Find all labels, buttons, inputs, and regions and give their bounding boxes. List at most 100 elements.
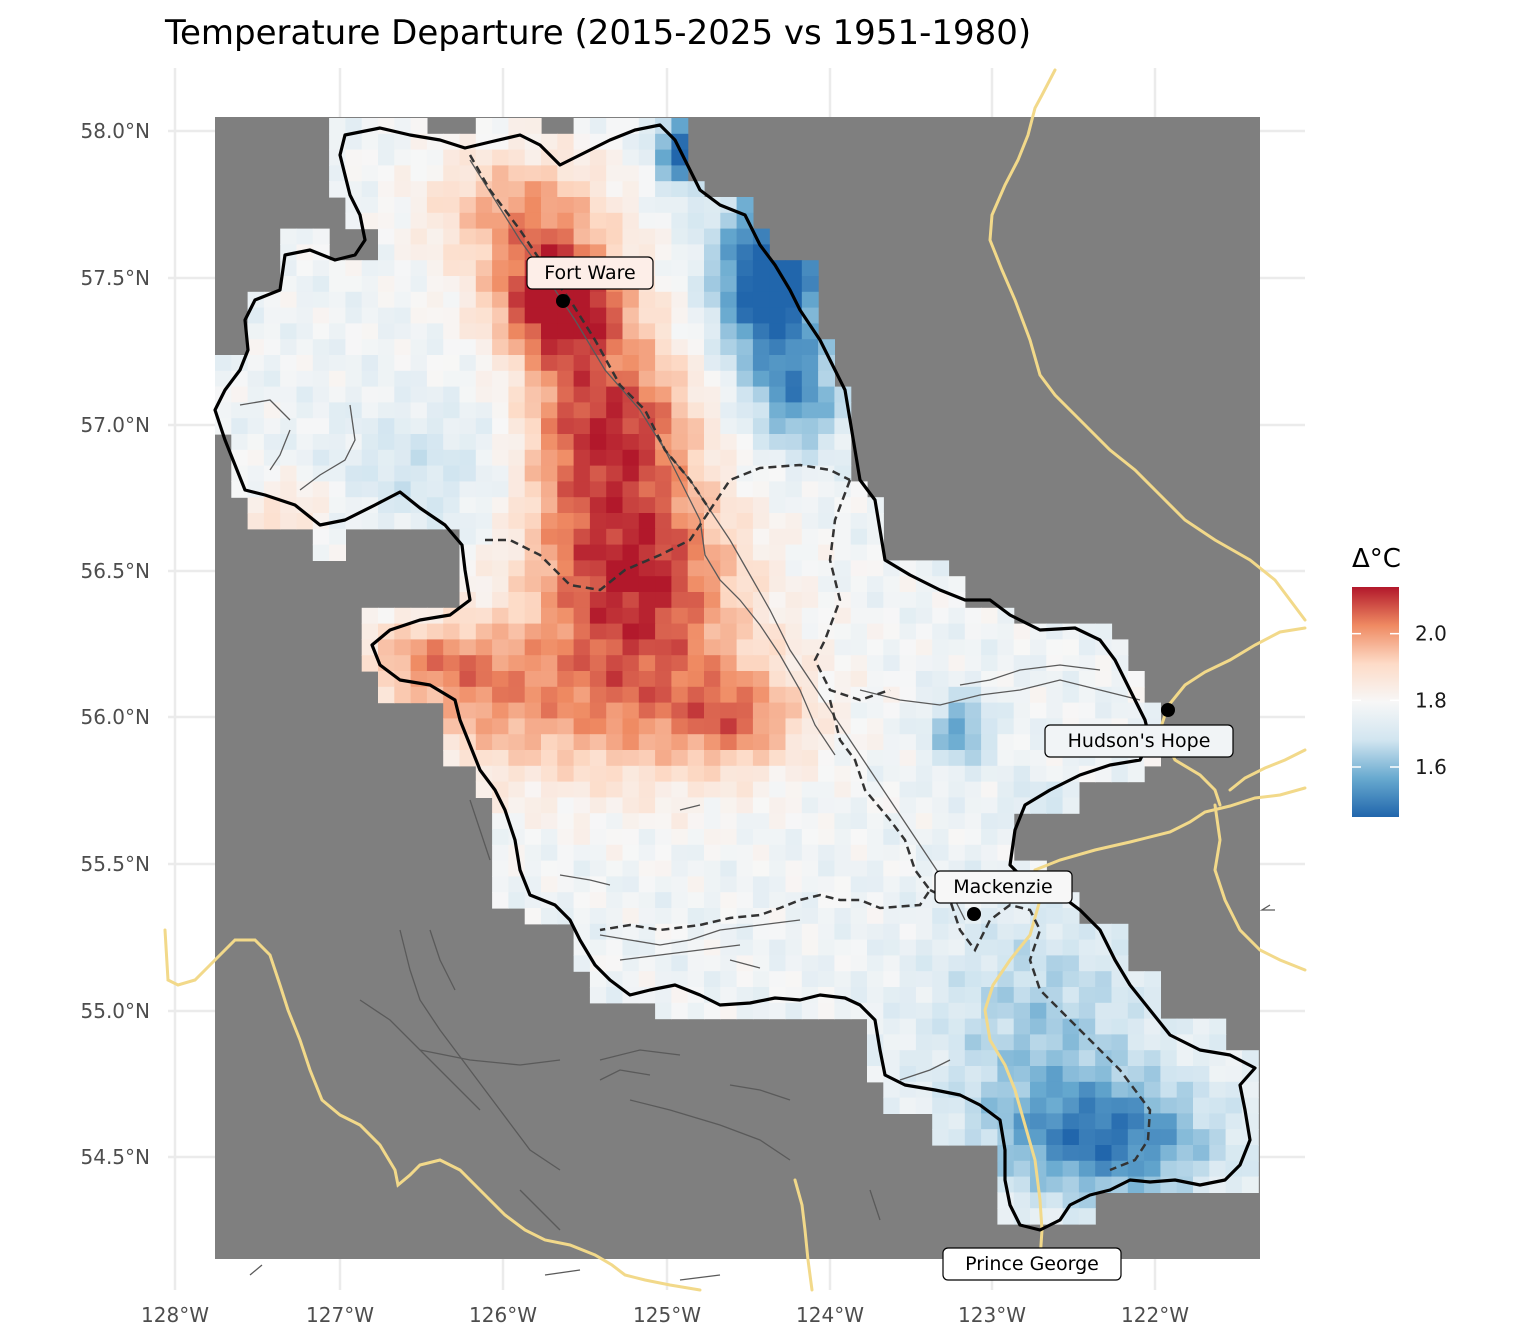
raster-cell (329, 355, 346, 372)
raster-cell (867, 1066, 884, 1083)
raster-cell (655, 655, 672, 672)
raster-cell (671, 434, 689, 451)
raster-cell (1095, 971, 1113, 988)
raster-cell (801, 876, 819, 893)
raster-cell (443, 260, 461, 277)
city-prince-george[interactable]: Prince George (942, 1247, 1122, 1281)
raster-cell (752, 702, 770, 719)
raster-cell (736, 481, 754, 498)
raster-cell (557, 844, 575, 862)
raster-cell (263, 323, 281, 340)
raster-cell (687, 197, 705, 214)
raster-cell (769, 370, 787, 388)
raster-cell (883, 734, 901, 751)
raster-cell (883, 560, 901, 577)
raster-cell (997, 639, 1015, 656)
raster-cell (1176, 1050, 1194, 1067)
raster-cell (524, 655, 542, 672)
raster-cell (850, 513, 868, 530)
city-hudsons-hope[interactable]: Hudson's Hope (1044, 703, 1234, 758)
raster-cell (1013, 908, 1031, 925)
raster-cell (769, 276, 787, 293)
raster-cell (1078, 971, 1096, 988)
city-fort-ware[interactable]: Fort Ware (526, 256, 654, 308)
raster-cell (573, 623, 591, 640)
raster-cell (638, 513, 656, 530)
raster-cell (524, 908, 542, 925)
raster-cell (606, 291, 624, 309)
raster-cell (1013, 734, 1031, 751)
raster-cell (850, 671, 868, 688)
raster-cell (638, 544, 656, 561)
raster-cell (459, 449, 477, 467)
raster-cell (720, 291, 738, 309)
raster-cell (818, 971, 835, 988)
raster-cell (785, 718, 803, 735)
raster-cell (915, 955, 933, 972)
raster-cell (964, 813, 982, 830)
raster-cell (410, 418, 428, 435)
raster-cell (769, 671, 787, 688)
raster-cell (883, 939, 901, 956)
raster-cell (247, 513, 265, 530)
raster-cell (915, 1034, 933, 1051)
raster-cell (932, 750, 950, 767)
raster-cell (687, 370, 705, 388)
raster-cell (752, 513, 770, 530)
raster-cell (801, 860, 819, 877)
raster-cell (915, 1018, 933, 1035)
raster-cell (589, 544, 607, 561)
raster-cell (899, 797, 917, 814)
raster-cell (769, 829, 787, 846)
raster-cell (687, 955, 705, 972)
raster-cell (524, 370, 542, 388)
raster-cell (736, 228, 754, 245)
raster-cell (834, 434, 852, 451)
raster-cell (1095, 1129, 1113, 1146)
raster-cell (883, 592, 901, 609)
raster-cell (736, 402, 754, 419)
raster-cell (492, 149, 509, 166)
raster-cell (801, 1002, 819, 1020)
raster-cell (948, 939, 966, 956)
raster-cell (410, 212, 428, 230)
raster-cell (801, 955, 819, 972)
raster-cell (589, 734, 607, 751)
raster-cell (997, 1034, 1015, 1051)
raster-cell (589, 939, 607, 956)
raster-cell (606, 671, 624, 688)
raster-cell (801, 402, 819, 419)
raster-cell (915, 813, 933, 830)
raster-cell (671, 386, 689, 403)
raster-cell (443, 291, 461, 309)
raster-cell (1209, 1034, 1227, 1051)
raster-cell (915, 639, 933, 656)
raster-cell (915, 1097, 933, 1114)
raster-cell (948, 844, 966, 862)
raster-cell (720, 955, 738, 972)
raster-cell (687, 876, 705, 893)
raster-cell (247, 386, 265, 403)
raster-cell (524, 181, 542, 198)
raster-cell (671, 465, 689, 482)
raster-cell (638, 307, 656, 324)
raster-cell (475, 623, 493, 640)
city-mackenzie[interactable]: Mackenzie (934, 870, 1073, 921)
map-title: Temperature Departure (2015-2025 vs 1951… (164, 13, 1031, 53)
raster-cell (850, 718, 868, 735)
raster-cell (557, 718, 575, 735)
raster-cell (410, 149, 428, 166)
raster-cell (361, 276, 379, 293)
raster-cell (932, 623, 950, 640)
raster-cell (638, 291, 656, 309)
raster-cell (1095, 655, 1113, 672)
raster-cell (687, 1002, 705, 1020)
raster-cell (671, 955, 689, 972)
raster-cell (361, 323, 379, 340)
raster-cell (312, 228, 330, 245)
raster-cell (769, 750, 787, 767)
raster-cell (720, 544, 738, 561)
raster-cell (589, 655, 607, 672)
raster-cell (752, 323, 770, 340)
raster-cell (622, 750, 640, 767)
